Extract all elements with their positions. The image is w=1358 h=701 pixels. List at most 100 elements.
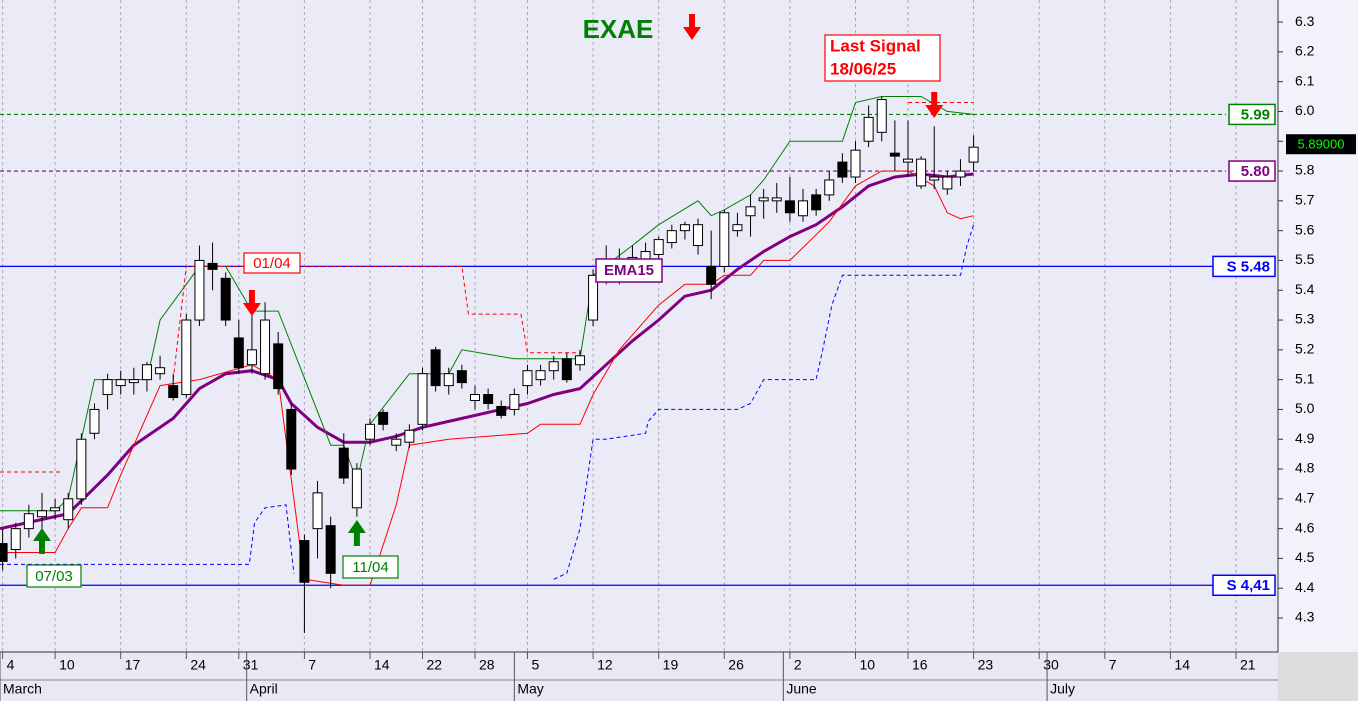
candle-body [207, 262, 218, 270]
candle-body [798, 200, 809, 217]
y-tick-label: 6.1 [1295, 72, 1315, 88]
candle-body [76, 438, 87, 500]
candle-body [496, 405, 507, 416]
candle-body [430, 349, 441, 387]
candle-body [706, 265, 717, 285]
x-tick-label: 14 [374, 657, 390, 673]
candle-body [771, 197, 782, 202]
candle-body [824, 179, 835, 196]
candle-body [286, 408, 297, 470]
candle-body [89, 408, 100, 434]
candle-body [469, 394, 480, 401]
x-tick-label: 30 [1043, 657, 1059, 673]
candle-body [863, 116, 874, 142]
candle-body [535, 370, 546, 381]
last-price-tag [1286, 134, 1356, 155]
month-label: June [786, 681, 817, 697]
candle-body [391, 438, 402, 446]
y-tick-label: 4.7 [1295, 490, 1315, 506]
candle-body [443, 373, 454, 387]
level-label-box [1228, 103, 1276, 126]
candle-body [273, 343, 284, 390]
candle-body [36, 510, 47, 518]
candle-body [942, 176, 953, 190]
candle-body [10, 528, 21, 550]
month-label: May [517, 681, 543, 697]
candle-body [653, 239, 664, 255]
candle-body [155, 367, 166, 375]
candle-body [102, 379, 113, 396]
x-tick-label: 7 [308, 657, 316, 673]
x-tick-label: 19 [663, 657, 679, 673]
candle-body [850, 149, 861, 178]
last-signal-date: 18/06/25 [830, 59, 896, 78]
signal-label-box [243, 252, 301, 274]
last-signal-title: Last Signal [830, 36, 921, 55]
y-tick-label: 6.2 [1295, 43, 1315, 59]
candle-body [233, 337, 244, 369]
candle-body [968, 146, 979, 163]
candle-body [902, 158, 913, 163]
x-tick-label: 28 [479, 657, 495, 673]
candle-body [50, 507, 61, 512]
candle-body [561, 358, 572, 381]
candle-body [666, 230, 677, 244]
candle-body [0, 543, 8, 562]
y-tick-label: 4.5 [1295, 549, 1315, 565]
candle-body [483, 394, 494, 404]
signal-label-box [342, 555, 399, 579]
x-tick-label: 26 [728, 657, 744, 673]
x-tick-label: 21 [1240, 657, 1256, 673]
candle-body [378, 411, 389, 425]
signal-arrow [347, 520, 366, 546]
level-label: S 4,41 [1227, 577, 1270, 594]
indicator-line [172, 265, 580, 380]
candle-body [168, 385, 179, 399]
candle-body [837, 161, 848, 178]
y-tick-label: 4.3 [1295, 609, 1315, 625]
candle-body [299, 540, 310, 583]
candle-body [509, 394, 520, 410]
level-label: S 5.48 [1227, 258, 1270, 275]
x-tick-label: 4 [7, 657, 15, 673]
ema-label-box [595, 258, 663, 283]
level-label: 5.99 [1241, 106, 1270, 123]
y-tick-label: 6.0 [1295, 102, 1315, 118]
candle-body [312, 492, 323, 530]
y-tick-label: 4.9 [1295, 430, 1315, 446]
ema-label: EMA15 [604, 262, 654, 279]
x-tick-label: 5 [531, 657, 539, 673]
candle-body [115, 379, 126, 387]
y-tick-label: 5.3 [1295, 311, 1315, 327]
y-tick-label: 4.6 [1295, 519, 1315, 535]
y-tick-label: 5.6 [1295, 221, 1315, 237]
candle-body [548, 361, 559, 372]
y-tick-label: 6.3 [1295, 13, 1315, 29]
y-tick-label: 5.2 [1295, 341, 1315, 357]
candle-body [588, 274, 599, 321]
signal-label: 11/04 [352, 559, 388, 576]
candle-body [338, 447, 349, 479]
plot-background [0, 0, 1278, 652]
x-tick-label: 2 [794, 657, 802, 673]
indicator-line [553, 224, 975, 580]
candle-body [719, 212, 730, 267]
y-tick-label: 4.8 [1295, 460, 1315, 476]
x-tick-label: 16 [912, 657, 928, 673]
candle-body [260, 319, 271, 375]
indicator-line [0, 170, 974, 586]
x-tick-label: 23 [978, 657, 994, 673]
signal-label: 01/04 [253, 255, 291, 272]
y-tick-label: 5.8 [1295, 162, 1315, 178]
candle-body [365, 423, 376, 440]
candle-body [916, 158, 927, 187]
signal-label-box [26, 564, 82, 588]
indicator-line [0, 96, 974, 512]
indicator-line [0, 172, 974, 531]
y-tick-label: 5.7 [1295, 192, 1315, 208]
level-label: 5.80 [1241, 163, 1270, 180]
x-tick-label: 12 [597, 657, 613, 673]
candle-body [732, 224, 743, 232]
candle-body [745, 206, 756, 217]
